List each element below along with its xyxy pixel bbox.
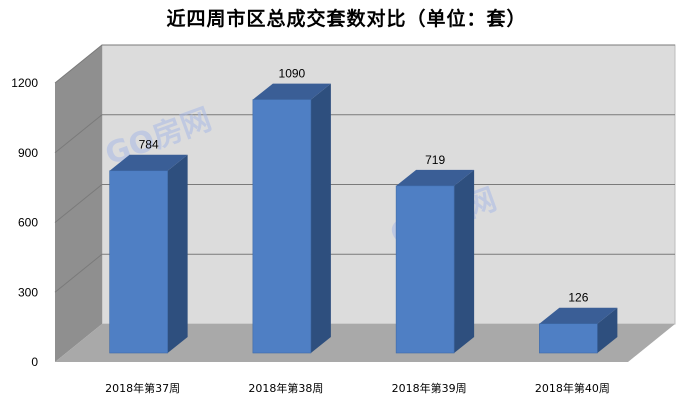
- bar: 784: [109, 138, 188, 354]
- bar-top: [109, 154, 188, 171]
- gridline: [54, 184, 675, 223]
- y-tick-label: 0: [31, 355, 38, 369]
- y-tick-label: 600: [18, 216, 38, 230]
- x-category-label: 2018年第37周: [105, 381, 180, 395]
- bar-front: [252, 99, 312, 354]
- bar-side: [454, 169, 475, 353]
- x-category-label: 2018年第39周: [392, 381, 467, 395]
- x-category-label: 2018年第38周: [248, 381, 323, 395]
- data-label: 126: [568, 291, 588, 305]
- y-tick-label: 900: [18, 146, 38, 160]
- gridline: [54, 44, 675, 84]
- bar: 1090: [252, 67, 331, 354]
- bars: 784 1090 719 126: [109, 67, 618, 354]
- bar-top: [252, 83, 331, 100]
- floor: [55, 324, 675, 362]
- bar-top: [396, 169, 475, 186]
- data-label: 719: [425, 153, 445, 167]
- y-axis: 0 300 600 900 1200: [11, 76, 38, 369]
- bar-top: [539, 307, 618, 324]
- bar-front: [395, 185, 455, 354]
- bar: 719: [395, 153, 475, 354]
- gridline: [54, 114, 675, 154]
- y-tick-label: 1200: [11, 76, 38, 90]
- bar-front: [109, 170, 168, 354]
- gridline: [54, 253, 675, 293]
- y-tick-label: 300: [18, 285, 38, 299]
- gridlines: [54, 44, 675, 293]
- bar-side: [310, 83, 331, 353]
- bar: 126: [539, 291, 618, 354]
- bar-side: [597, 307, 618, 353]
- bar-side: [167, 154, 188, 353]
- bar-front: [539, 323, 598, 354]
- data-label: 1090: [279, 67, 306, 81]
- data-label: 784: [139, 138, 159, 152]
- x-category-label: 2018年第40周: [535, 381, 610, 395]
- chart-title: 近四周市区总成交套数对比（单位：套）: [166, 8, 527, 30]
- x-axis: 2018年第37周 2018年第38周 2018年第39周 2018年第40周: [105, 381, 610, 395]
